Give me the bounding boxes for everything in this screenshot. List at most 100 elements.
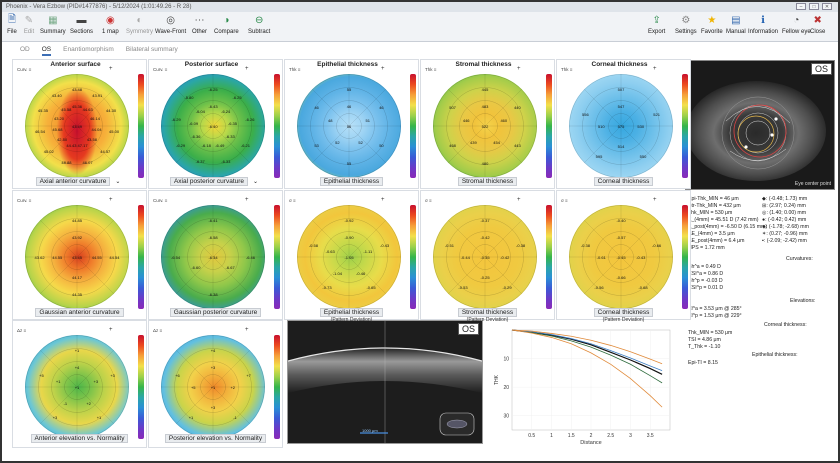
color-scale [546, 74, 552, 178]
toolbar-button-label: Other [192, 29, 208, 35]
chevron-down-icon[interactable]: ⌄ [115, 179, 121, 185]
toolbar-button-symmetry[interactable]: ◐ Symmetry [126, 13, 153, 36]
toolbar-button-compare[interactable]: ◑ Compare [214, 13, 239, 36]
map-scale-selector[interactable]: Curv. ≡ [153, 198, 168, 203]
toolbar-button-subtract[interactable]: ⊖ Subtract [248, 13, 270, 36]
title-bar: Phoenix - Vera Ezbow (PID#1477876) - 5/1… [2, 2, 838, 12]
epithelial-thickness-line: Epi-TI = 8.15 [688, 360, 718, 366]
color-map: +1 +4 +3 +2 -1 +1 +1 +3 +1 +3 +5 [25, 335, 129, 439]
map-panel-m12: Δz ≡ + +1 +3 +2 +3 +5 +4 +7 -1 +1 +6 Posterior eleva… [148, 320, 283, 448]
toolbar-button-information[interactable]: ℹ Information [748, 13, 778, 36]
map-scale-selector[interactable]: Δz ≡ [153, 328, 163, 333]
plus-marker: + [245, 327, 249, 333]
toolbar-button-label: Summary [40, 29, 66, 35]
eye-photo-image [686, 61, 834, 189]
tab-bilateral-summary[interactable]: Bilateral summary [125, 46, 178, 53]
map-grid-overlay [433, 74, 537, 178]
toolbar-button-fellow-eye[interactable]: ◔ Fellow eye [782, 13, 811, 36]
map-scale-selector[interactable]: Curv. ≡ [17, 198, 32, 203]
toolbar-button-other[interactable]: ⋯ Other [192, 13, 208, 36]
star-icon: ★ [707, 14, 717, 26]
map-caption-text: Posterior elevation vs. Normality [164, 434, 267, 443]
map-caption: Posterior elevation vs. Normality [149, 434, 282, 443]
toolbar-button-summary[interactable]: ▦ Summary [40, 13, 66, 36]
maximize-button[interactable]: □ [809, 3, 819, 10]
map-scale-selector[interactable]: Thk ≡ [425, 67, 437, 72]
map-grid-overlay [297, 205, 401, 309]
stat-line: ΔE_(4mm) = 3.5 μm [688, 231, 735, 237]
color-scale [274, 74, 280, 178]
map-caption-text[interactable]: Axial anterior curvature [35, 177, 111, 186]
map-scale-selector[interactable]: Thk ≡ [289, 67, 301, 72]
window-close-button[interactable]: ✕ [822, 3, 832, 10]
subtract-icon: ⊖ [254, 14, 264, 26]
map-caption: Axial anterior curvature ⌄ [13, 177, 146, 186]
eye-center-caption: Eye center point [794, 181, 831, 187]
color-scale [274, 335, 280, 439]
color-map: +1 +3 +2 +3 +5 +4 +7 -1 +1 +6 [161, 335, 265, 439]
curvature-line: Sh^p = -0.03 D [688, 278, 723, 284]
map-grid-overlay [161, 74, 265, 178]
toolbar-button-sections[interactable]: ▬ Sections [70, 13, 93, 36]
toolbar-button-edit[interactable]: ✎ Edit [22, 13, 36, 36]
toolbar-button-settings[interactable]: ⚙ Settings [675, 13, 697, 36]
export-icon: ⇪ [652, 14, 661, 26]
window-controls: – □ ✕ [796, 3, 832, 10]
map-scale-selector[interactable]: Curv. ≡ [153, 67, 168, 72]
map-caption-text: Stromal thickness [457, 177, 518, 186]
y-tick-label: 20 [503, 385, 509, 391]
tab-od[interactable]: OD [20, 46, 30, 53]
map-scale-selector[interactable]: σ ≡ [425, 198, 432, 203]
chevron-down-icon[interactable]: ⌄ [253, 179, 259, 185]
toolbar-button-export[interactable]: ⇪ Export [648, 13, 665, 36]
map-scale-selector[interactable]: Thk ≡ [561, 67, 573, 72]
map-panel-m6: Curv. ≡ +43.45 43.92 44.55 44.17 44.55 44.85 44… [12, 190, 147, 320]
map-panel-m8: σ ≡ + -1.05 -0.90 -1.11 -0.46 -1.04 -0.63 -0.92-… [284, 190, 419, 323]
plus-marker: + [245, 66, 249, 72]
map-title: Epithelial thickness [317, 61, 378, 68]
toolbar-button-label: Close [810, 29, 826, 35]
series-line-0 [511, 329, 663, 375]
color-map: -0.45 -0.57 -0.43 -0.66 -0.61 -0.40 -0.66 -0.68… [569, 205, 673, 309]
toolbar-button-label: Settings [675, 29, 697, 35]
marker-coordinate: ◈: (-1.78; -2.68) mm [762, 224, 809, 230]
map-caption-text[interactable]: Axial posterior curvature [169, 177, 249, 186]
toolbar-button-favorite[interactable]: ★ Favorite [701, 13, 723, 36]
fellow-eye-icon: ◔ [793, 14, 800, 26]
map-scale-selector[interactable]: σ ≡ [561, 198, 568, 203]
toolbar-button-file[interactable]: 🗎 File [5, 13, 19, 36]
toolbar-button-1-map[interactable]: ◉ 1 map [102, 13, 119, 36]
tab-os[interactable]: OS [41, 46, 52, 56]
oct-os-label: OS [457, 323, 479, 335]
marker-coordinate: ◆: (-0.48; 1.73) mm [762, 196, 808, 202]
color-map: -0.35 -0.42 -0.42 -0.25 -0.44 -0.37 -0.38 -0.29… [433, 205, 537, 309]
map-grid-overlay [569, 205, 673, 309]
map-panel-m1: Anterior surface Curv. ≡ +43.49 45.36 44.63 4… [12, 59, 147, 189]
tab-enantiomorphism[interactable]: Enantiomorphism [63, 46, 114, 53]
marker-coordinate: ⊞: (2.97; 0.24) mm [762, 203, 806, 209]
toolbar-button-close[interactable]: ✖ Close [810, 13, 826, 36]
color-map: -6.34 -6.58 -6.67 -6.60 -6.41 -6.46 -6.38 -6.54 [161, 205, 265, 309]
map-scale-selector[interactable]: σ ≡ [289, 198, 296, 203]
plus-marker: + [109, 66, 113, 72]
color-scale [682, 74, 688, 178]
map-panel-m11: Δz ≡ + +1 +4 +3 +2 -1 +1 +1 +3 +1 +3 +5 Anterior elev… [12, 320, 147, 448]
toolbar-button-manual[interactable]: ▤ Manual [726, 13, 746, 36]
minimize-button[interactable]: – [796, 3, 806, 10]
map-caption: Stromal thickness [421, 308, 554, 317]
information-icon: ℹ [761, 14, 765, 26]
series-line-4 [511, 329, 663, 365]
map-scale-selector[interactable]: Δz ≡ [17, 328, 27, 333]
map-title: Posterior surface [184, 61, 239, 68]
compare-icon: ◑ [223, 14, 230, 26]
toolbar-button-label: Symmetry [126, 29, 153, 35]
map-caption-text: Corneal thickness [593, 308, 654, 317]
map-caption-text: Gaussian posterior curvature [169, 308, 262, 317]
color-map: 43.45 43.92 44.55 44.17 44.55 44.85 44.54 44.35… [25, 205, 129, 309]
corneal-thickness-line: Thk_MIN = 530 μm [688, 330, 733, 336]
stat-line: ΔE_post(4mm) = 6.4 μm [688, 238, 745, 244]
map-scale-selector[interactable]: Curv. ≡ [17, 67, 32, 72]
toolbar-button-wave-front[interactable]: ◎ Wave-Front [155, 13, 186, 36]
map-caption-text: Anterior elevation vs. Normality [30, 434, 129, 443]
